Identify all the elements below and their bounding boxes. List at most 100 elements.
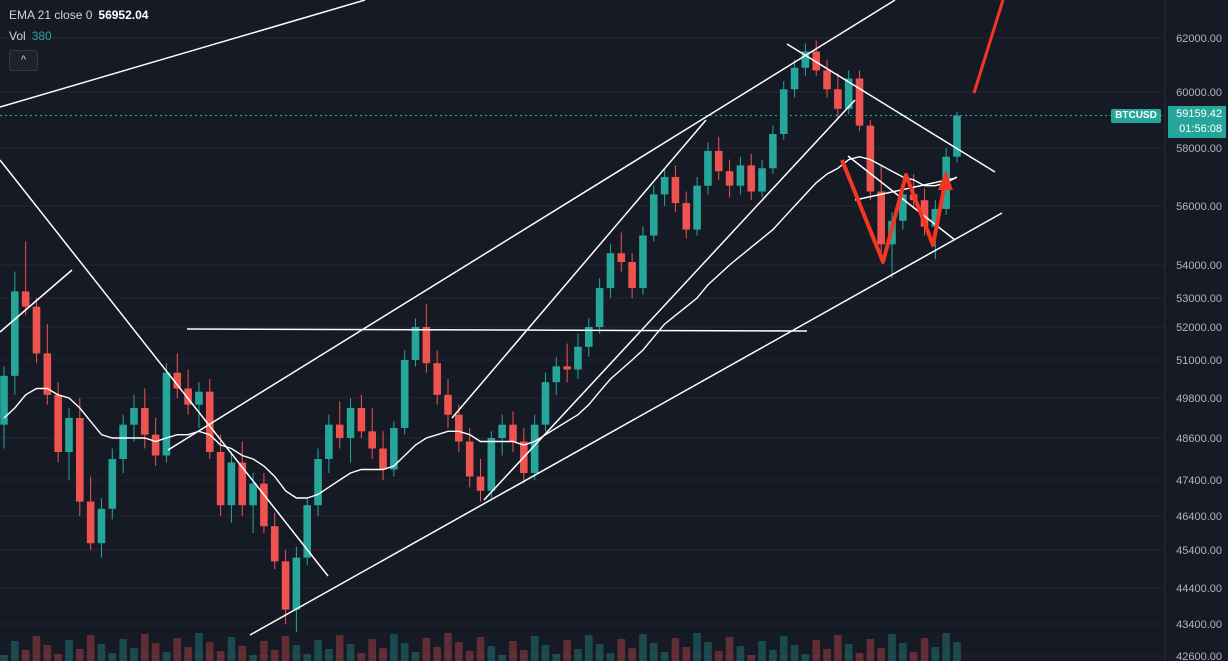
- price-tick-label: 49800.00: [1176, 393, 1222, 405]
- volume-bar: [292, 645, 301, 661]
- ema21-line: [3, 155, 958, 499]
- candle-body: [812, 51, 821, 71]
- volume-bar: [801, 654, 810, 661]
- candle-body: [498, 424, 506, 438]
- candle-body: [530, 424, 539, 473]
- candle-body: [433, 363, 441, 395]
- volume-bar: [563, 640, 571, 661]
- volume-bar: [704, 642, 712, 661]
- chart-grid: [0, 37, 1165, 657]
- candle-body: [238, 462, 247, 506]
- volume-bar: [400, 643, 409, 661]
- volume-bar: [509, 641, 517, 661]
- volume-bar: [346, 644, 355, 661]
- price-tick-label: 54000.00: [1176, 260, 1222, 272]
- volume-bar: [65, 640, 73, 661]
- candle-body: [21, 291, 30, 307]
- price-tick-label: 53000.00: [1176, 293, 1222, 305]
- volume-bar: [574, 649, 582, 661]
- candle-body: [390, 428, 398, 470]
- volume-bar: [747, 655, 756, 661]
- symbol-badge: BTCUSD: [1111, 109, 1161, 123]
- volume-bar: [195, 633, 203, 661]
- price-tick-label: 56000.00: [1176, 201, 1222, 213]
- candle-body: [216, 452, 225, 506]
- channel-upper: [167, 0, 896, 451]
- volume-bar: [0, 655, 8, 661]
- candle-body: [595, 288, 604, 327]
- candle-body: [314, 459, 322, 506]
- volume-bar: [184, 647, 192, 661]
- chart-legend: EMA 21 close 0 56952.04 Vol 380: [9, 4, 148, 46]
- volume-bar: [714, 651, 723, 661]
- volume-bar: [617, 639, 626, 661]
- volume-bar: [108, 653, 117, 661]
- candle-body: [130, 408, 138, 425]
- volume-bar: [379, 648, 387, 661]
- volume-bar: [812, 640, 821, 661]
- volume-bar: [639, 634, 647, 661]
- volume-bar: [54, 654, 62, 661]
- volume-bar: [877, 648, 885, 661]
- volume-bars: [0, 633, 961, 661]
- candle-body: [0, 375, 8, 425]
- candle-body: [758, 168, 766, 192]
- volume-bar: [151, 643, 160, 661]
- price-tick-label: 58000.00: [1176, 143, 1222, 155]
- candle-body: [899, 194, 907, 221]
- candle-body: [76, 418, 84, 502]
- volume-bar: [530, 636, 539, 661]
- volume-bar: [931, 647, 940, 661]
- candle-body: [617, 253, 626, 263]
- candle-body: [108, 459, 117, 509]
- candle-body: [162, 372, 171, 456]
- volume-bar: [390, 634, 398, 661]
- candle-body: [606, 253, 615, 289]
- volume-bar: [758, 641, 766, 661]
- candle-body: [877, 191, 885, 245]
- volume-bar: [249, 655, 257, 661]
- collapse-legend-button[interactable]: ^: [9, 50, 38, 71]
- volume-bar: [314, 640, 322, 661]
- candle-body: [585, 327, 593, 347]
- candle-body: [346, 408, 355, 438]
- volume-bar: [97, 644, 106, 661]
- wedge-lower: [854, 177, 957, 201]
- candle-body: [227, 462, 236, 506]
- volume-bar: [173, 638, 182, 661]
- candle-body: [920, 200, 929, 227]
- volume-bar: [368, 639, 376, 661]
- volume-bar: [433, 647, 441, 661]
- candle-body: [32, 306, 41, 354]
- w-pattern-annotation: [840, 0, 1005, 264]
- candle-body: [379, 448, 387, 470]
- vol-legend-label: Vol: [9, 28, 26, 43]
- candle-body: [790, 67, 799, 90]
- candle-body: [660, 177, 669, 195]
- candle-body: [444, 394, 452, 415]
- volume-bar: [660, 652, 669, 661]
- price-axis[interactable]: 62000.00 60000.00 58000.00 56000.00 54000.00…: [1164, 0, 1222, 661]
- price-badge: 59159.42 01:56:08: [1168, 106, 1226, 138]
- candle-body: [97, 508, 106, 544]
- volume-bar: [238, 646, 247, 661]
- candle-body: [151, 434, 160, 456]
- volume-bar: [649, 643, 658, 661]
- price-tick-label: 51000.00: [1176, 355, 1222, 367]
- volume-bar: [866, 639, 875, 661]
- vol-legend-row: Vol 380: [9, 25, 148, 46]
- candle-body: [335, 424, 344, 438]
- price-badge-countdown: 01:56:08: [1179, 123, 1222, 135]
- price-tick-label: 52000.00: [1176, 322, 1222, 334]
- candle-body: [769, 134, 777, 169]
- candle-body: [400, 360, 409, 428]
- candle-body: [953, 115, 961, 157]
- ema-legend-label: EMA 21 close 0: [9, 7, 93, 22]
- candle-body: [834, 89, 842, 109]
- candle-body: [195, 391, 203, 405]
- volume-bar: [682, 647, 691, 661]
- volume-bar: [444, 633, 452, 661]
- candle-body: [54, 394, 62, 452]
- volume-bar: [32, 636, 41, 661]
